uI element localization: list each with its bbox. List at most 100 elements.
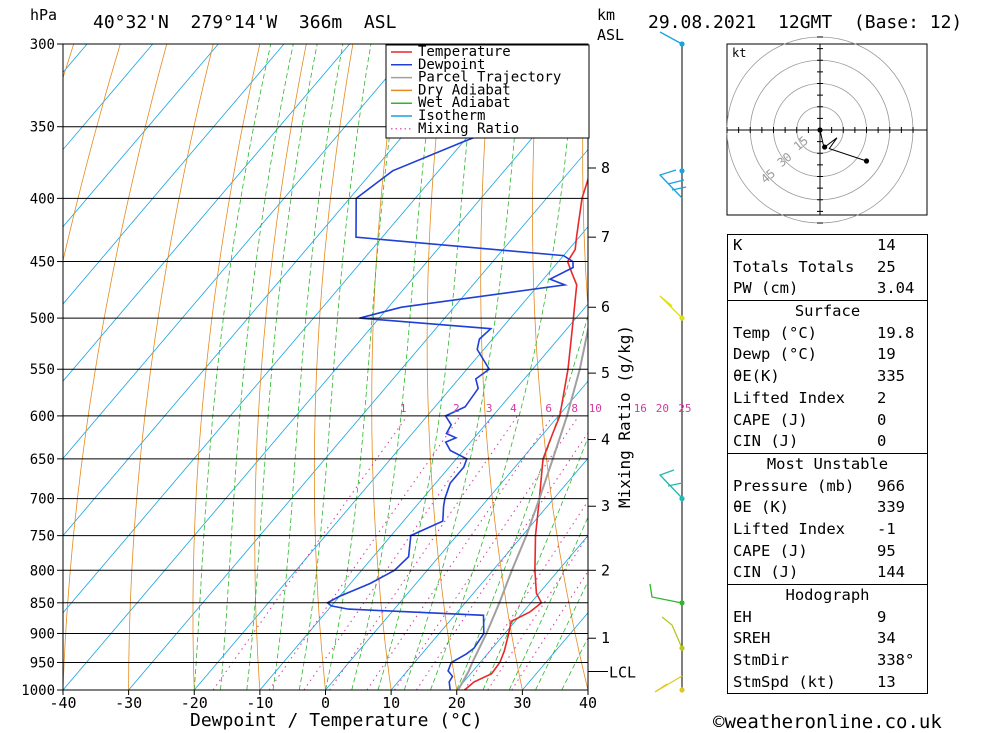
table-row: CIN (J) 0 bbox=[728, 431, 927, 453]
isotherm-line bbox=[63, 44, 416, 459]
pressure-tick-label: 700 bbox=[30, 492, 55, 508]
legend-label: Dry Adiabat bbox=[418, 82, 511, 98]
mixing-ratio-label: 10 bbox=[589, 402, 602, 415]
row-value: 3.04 bbox=[877, 279, 915, 298]
legend-label: Parcel Trajectory bbox=[418, 70, 561, 86]
wet-adiabat-line bbox=[535, 580, 588, 690]
hodograph-point bbox=[822, 144, 828, 150]
isotherm-line bbox=[63, 44, 154, 151]
legend-label: Wet Adiabat bbox=[418, 95, 511, 111]
wind-barb bbox=[659, 31, 683, 45]
dry-adiabat-line bbox=[426, 44, 458, 690]
row-value: 338° bbox=[877, 651, 915, 670]
dry-adiabat-line bbox=[192, 44, 261, 690]
row-key: Pressure (mb) bbox=[733, 476, 855, 495]
row-value: 339 bbox=[877, 498, 905, 517]
isotherm-line bbox=[390, 457, 588, 690]
row-value: 19.8 bbox=[877, 323, 915, 342]
pressure-tick-label: 400 bbox=[30, 191, 55, 207]
dry-adiabat-line bbox=[63, 44, 121, 263]
pressure-tick-label: 500 bbox=[30, 311, 55, 327]
wind-barb-dot bbox=[679, 687, 685, 693]
table-row: Lifted Index -1 bbox=[728, 519, 927, 541]
location-label: 40°32'N 279°14'W 366m ASL bbox=[93, 12, 397, 33]
wet-adiabat-line bbox=[298, 44, 372, 690]
height-tick-label: 3 bbox=[601, 497, 610, 515]
mixing-ratio-label: 4 bbox=[510, 402, 517, 415]
pressure-tick-label: 750 bbox=[30, 529, 55, 545]
datetime-label: 29.08.2021 12GMT (Base: 12) bbox=[648, 12, 962, 33]
table-row: StmDir 338° bbox=[728, 650, 927, 672]
pressure-tick-label: 950 bbox=[30, 655, 55, 671]
x-tick-label: -40 bbox=[49, 694, 76, 712]
wind-barb bbox=[654, 675, 683, 693]
isotherm-line bbox=[63, 44, 350, 382]
sounding-profiles bbox=[325, 44, 588, 690]
hodograph-table-title: Hodograph bbox=[728, 584, 927, 607]
table-row: CAPE (J) 95 bbox=[728, 541, 927, 563]
table-row: EH 9 bbox=[728, 607, 927, 629]
wind-barb-dot bbox=[679, 168, 685, 174]
table-row: K 14 bbox=[728, 235, 927, 257]
dry-adiabat-line bbox=[254, 44, 307, 690]
mixing-ratio-label: 25 bbox=[678, 402, 691, 415]
pressure-tick-label: 450 bbox=[30, 255, 55, 271]
wet-adiabat-line bbox=[325, 44, 403, 690]
row-value: 34 bbox=[877, 629, 896, 648]
background-lines bbox=[63, 44, 719, 690]
table-row: Lifted Index 2 bbox=[728, 388, 927, 410]
hodograph-trace bbox=[819, 129, 867, 162]
wet-adiabat-line bbox=[482, 436, 588, 690]
x-tick-label: 10 bbox=[382, 694, 400, 712]
isotherm-line bbox=[193, 226, 588, 690]
isotherm-line bbox=[63, 44, 482, 537]
mixing-ratio-line bbox=[394, 415, 580, 690]
row-value: 13 bbox=[877, 672, 896, 691]
row-key: CIN (J) bbox=[733, 563, 799, 582]
wet-adiabat-line bbox=[508, 516, 588, 690]
table-row: CIN (J) 144 bbox=[728, 562, 927, 584]
row-value: 14 bbox=[877, 236, 896, 254]
wet-adiabat-line bbox=[351, 44, 438, 690]
isotherm-line bbox=[63, 71, 588, 690]
row-value: 144 bbox=[877, 563, 905, 582]
x-tick-label: 30 bbox=[513, 694, 531, 712]
row-key: θE(K) bbox=[733, 367, 780, 386]
table-row: θE (K) 339 bbox=[728, 497, 927, 519]
mixing-ratio-line bbox=[511, 570, 588, 690]
row-key: CAPE (J) bbox=[733, 410, 808, 429]
mixing-ratio-label: 1 bbox=[400, 402, 407, 415]
mixing-ratio-label: 16 bbox=[634, 402, 647, 415]
pressure-tick-label: 650 bbox=[30, 452, 55, 468]
height-tick-label: 5 bbox=[601, 364, 610, 382]
mixing-ratio-label: 2 bbox=[453, 402, 460, 415]
x-tick-label: -10 bbox=[246, 694, 273, 712]
wet-adiabat-line bbox=[220, 44, 294, 690]
isotherm-line bbox=[259, 303, 588, 690]
table-row: StmSpd (kt) 13 bbox=[728, 672, 927, 694]
legend-label: Mixing Ratio bbox=[418, 121, 519, 137]
hodograph-point bbox=[863, 158, 870, 164]
hodograph-unit-label: kt bbox=[732, 46, 746, 60]
pressure-unit-label: hPa bbox=[30, 6, 57, 24]
dry-adiabat-line bbox=[371, 44, 400, 690]
table-row: Pressure (mb) 966 bbox=[728, 476, 927, 498]
isotherm-line bbox=[63, 44, 219, 228]
mixing-ratio-line bbox=[212, 415, 408, 690]
row-key: K bbox=[733, 236, 743, 254]
mixing-ratio-label: 6 bbox=[545, 402, 552, 415]
indices-table: K 14 Totals Totals 25 PW (cm) 3.04 Surface Te… bbox=[727, 234, 928, 695]
dry-adiabat-line bbox=[631, 44, 719, 690]
height-unit-label: km bbox=[597, 6, 615, 24]
row-key: Totals Totals bbox=[733, 257, 855, 276]
surface-title: Surface bbox=[728, 300, 927, 323]
row-key: EH bbox=[733, 607, 752, 626]
pressure-tick-label: 900 bbox=[30, 626, 55, 642]
pressure-tick-label: 300 bbox=[30, 37, 55, 53]
mixing-ratio-line bbox=[463, 500, 588, 690]
wet-adiabat-line bbox=[246, 44, 318, 690]
wind-barb bbox=[661, 616, 683, 649]
x-tick-label: -20 bbox=[181, 694, 208, 712]
copyright-label: ©weatheronline.co.uk bbox=[713, 711, 942, 733]
